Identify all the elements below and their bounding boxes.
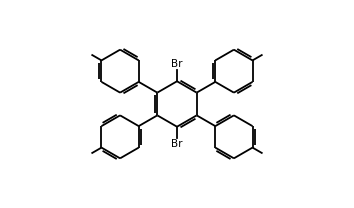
Text: Br: Br [171, 139, 183, 149]
Text: Br: Br [171, 59, 183, 69]
